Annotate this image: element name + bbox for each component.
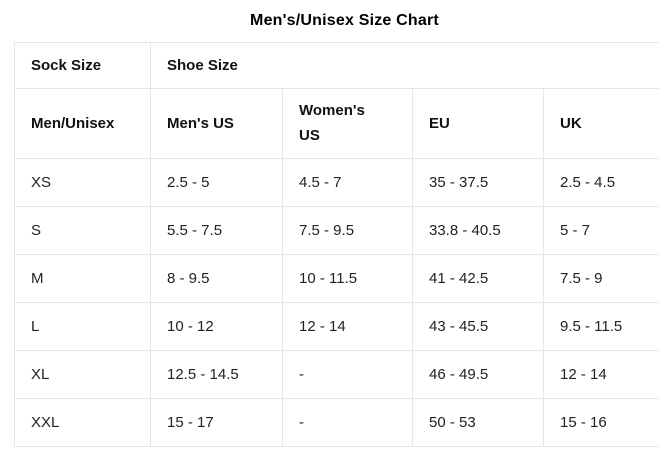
cell-uk: 12 - 14 [542,350,659,399]
cell-eu: 50 - 53 [412,398,544,447]
column-header-womens-us: Women's US [282,88,413,159]
table-column-header-row: Men/Unisex Men's US Women's US EU UK [14,88,659,159]
cell-womens-us: 7.5 - 9.5 [282,206,413,255]
table-row: XL 12.5 - 14.5-46 - 49.5 12 - 14 [14,350,659,399]
cell-size: XXL [14,398,151,447]
cell-eu: 41 - 42.5 [412,254,544,303]
cell-size: S [14,206,151,255]
cell-mens-us: 12.5 - 14.5 [150,350,283,399]
table-row: XS 2.5 - 5 4.5 - 7 35 - 37.5 2.5 - 4.5 [14,158,659,207]
column-header-womens-us-label: Women's US [299,101,365,144]
cell-mens-us: 5.5 - 7.5 [150,206,283,255]
table-row: L 10 - 12 12 - 14 43 - 45.5 9.5 - 11.5 [14,302,659,351]
column-header-uk: UK [542,88,659,159]
cell-womens-us: - [282,398,413,447]
cell-uk: 9.5 - 11.5 [542,302,659,351]
table-row: S 5.5 - 7.5 7.5 - 9.5 33.8 - 40.5 5 - 7 [14,206,659,255]
sock-size-group-header: Sock Size [14,42,151,89]
cell-uk: 5 - 7 [542,206,659,255]
cell-size: XS [14,158,151,207]
cell-size: XL [14,350,151,399]
cell-eu: 46 - 49.5 [412,350,544,399]
cell-womens-us: 10 - 11.5 [282,254,413,303]
shoe-size-group-header: Shoe Size [149,42,659,89]
cell-womens-us: 4.5 - 7 [282,158,413,207]
column-header-men-unisex: Men/Unisex [14,88,151,159]
cell-eu: 35 - 37.5 [412,158,544,207]
size-chart-table: Sock Size Shoe Size Men/Unisex Men's US … [14,42,659,447]
column-header-eu: EU [412,88,544,159]
column-header-mens-us: Men's US [150,88,283,159]
table-header: Sock Size Shoe Size Men/Unisex Men's US … [14,42,659,159]
cell-uk: 2.5 - 4.5 [542,158,659,207]
table-body: XS 2.5 - 5 4.5 - 7 35 - 37.5 2.5 - 4.5 S 5.5 -… [14,158,659,447]
cell-mens-us: 2.5 - 5 [150,158,283,207]
cell-size: L [14,302,151,351]
cell-mens-us: 10 - 12 [150,302,283,351]
cell-uk: 7.5 - 9 [542,254,659,303]
cell-womens-us: 12 - 14 [282,302,413,351]
cell-womens-us: - [282,350,413,399]
cell-size: M [14,254,151,303]
cell-eu: 43 - 45.5 [412,302,544,351]
table-row: XXL 15 - 17-50 - 53 15 - 16 [14,398,659,447]
cell-eu: 33.8 - 40.5 [412,206,544,255]
cell-mens-us: 8 - 9.5 [150,254,283,303]
cell-mens-us: 15 - 17 [150,398,283,447]
table-group-header-row: Sock Size Shoe Size [14,42,659,89]
cell-uk: 15 - 16 [542,398,659,447]
page-title: Men's/Unisex Size Chart [250,12,439,29]
